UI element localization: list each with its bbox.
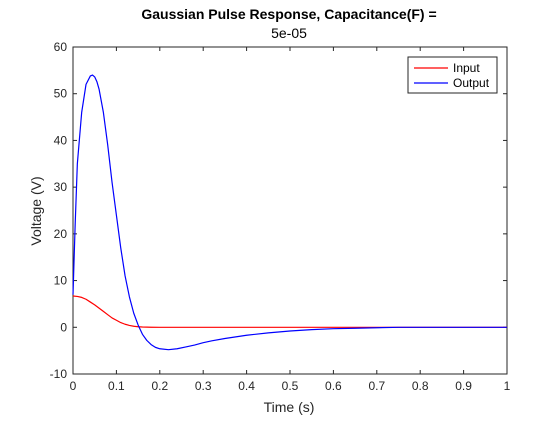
y-tick-label: -10 bbox=[50, 367, 68, 381]
x-tick-label: 0.3 bbox=[195, 379, 212, 393]
y-axis-label: Voltage (V) bbox=[28, 176, 44, 245]
y-tick-label: 60 bbox=[54, 40, 68, 54]
plot-frame bbox=[72, 46, 508, 375]
y-tick-label: 30 bbox=[54, 180, 68, 194]
legend-box bbox=[407, 56, 498, 94]
y-tick-label: 10 bbox=[54, 274, 68, 288]
plot-area: 0 0.1 0.2 0.3 0.4 0.5 0.6 0.7 0.8 0.9 1-1001020304… bbox=[50, 40, 511, 393]
y-tick-label: 40 bbox=[54, 133, 68, 147]
x-tick-label: 0 bbox=[70, 379, 77, 393]
x-tick-label: 0.5 bbox=[282, 379, 299, 393]
x-tick-label: 0.7 bbox=[368, 379, 385, 393]
x-tick-label: 1 bbox=[504, 379, 511, 393]
x-tick-label: 0.2 bbox=[151, 379, 168, 393]
series-line-output bbox=[72, 74, 507, 351]
y-tick-label: 20 bbox=[54, 227, 68, 241]
y-tick-label: 50 bbox=[54, 87, 68, 101]
x-tick-label: 0.8 bbox=[412, 379, 429, 393]
legend-label-input: Input bbox=[453, 61, 480, 75]
y-tick-label: 0 bbox=[60, 320, 67, 334]
legend-label-output: Output bbox=[453, 76, 490, 90]
chart-title: Gaussian Pulse Response, Capacitance(F) … bbox=[141, 6, 436, 22]
series-line-input bbox=[72, 295, 507, 328]
x-tick-label: 0.6 bbox=[325, 379, 342, 393]
x-tick-label: 0.4 bbox=[238, 379, 255, 393]
chart-subtitle: 5e-05 bbox=[271, 25, 307, 41]
x-tick-label: 0.1 bbox=[108, 379, 125, 393]
x-tick-label: 0.9 bbox=[455, 379, 472, 393]
x-axis-label: Time (s) bbox=[264, 399, 315, 415]
